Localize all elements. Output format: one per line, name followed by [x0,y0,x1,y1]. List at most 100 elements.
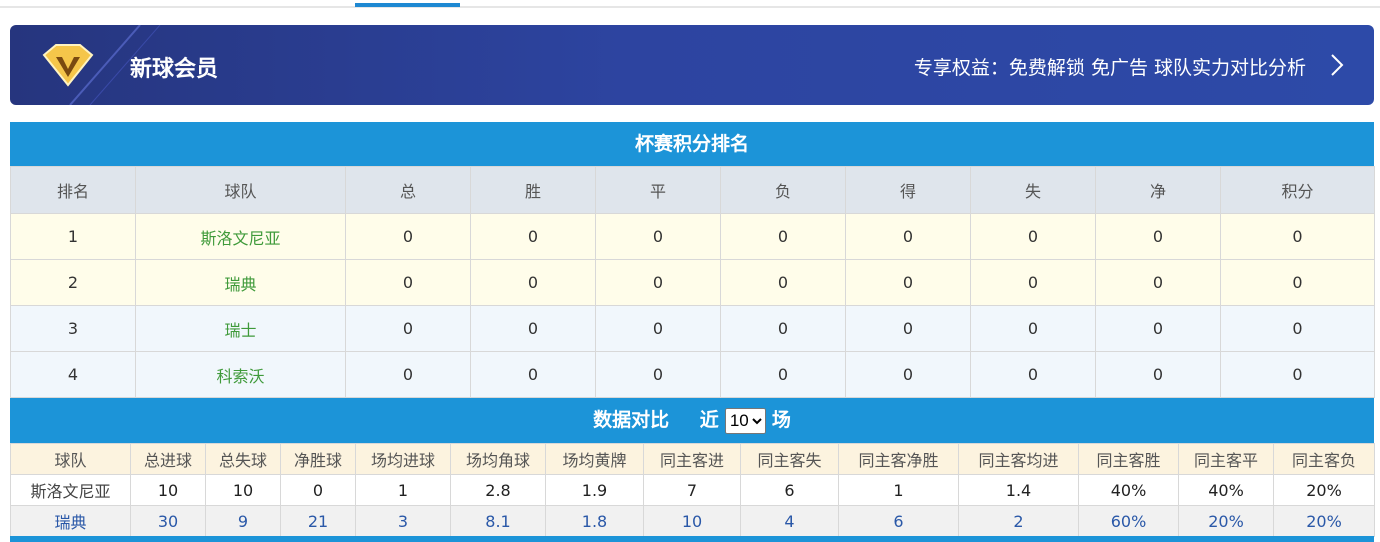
data-cell: 0 [595,259,721,306]
active-tab-indicator [355,3,460,7]
data-cell: 0 [470,259,596,306]
data-cell: 20% [1273,505,1375,537]
team-cell: 10 [130,474,206,506]
data-cell: 10 [205,474,281,506]
data-cell: 1.4 [958,474,1079,506]
header-cell: 排名 [10,166,136,214]
data-cell: 0 [720,305,846,352]
data-cell: 1 [838,474,959,506]
data-cell: 0 [345,351,471,398]
recent-label: 近 [699,409,719,431]
data-cell: 4 [740,505,839,537]
data-cell: 10 [643,505,741,537]
data-cell: 0 [1220,213,1375,260]
header-cell: 场均黄牌 [545,443,644,475]
team-cell: 斯洛文尼亚 [135,213,346,260]
data-cell: 0 [595,305,721,352]
data-cell: 20% [1178,505,1274,537]
data-cell: 0 [1220,259,1375,306]
data-cell: 1 [10,213,136,260]
data-cell: 0 [345,305,471,352]
data-cell: 20% [1273,474,1375,506]
data-cell: 0 [845,213,971,260]
header-cell: 同主客净胜 [838,443,959,475]
header-cell: 同主客负 [1273,443,1375,475]
data-cell: 0 [470,213,596,260]
data-row: 1 斯洛文尼亚 0 0 0 0 0 0 0 0 [10,213,1375,260]
team-cell: 斯洛文尼亚 [10,474,131,506]
header-row: 排名 球队总胜平负得失净积分 [10,166,1375,214]
data-row: 4 科索沃 0 0 0 0 0 0 0 0 [10,351,1375,398]
header-cell: 球队 [135,166,346,214]
data-cell: 1.8 [545,505,644,537]
team-cell: 科索沃 [135,351,346,398]
data-cell: 0 [470,305,596,352]
header-cell: 总 [345,166,471,214]
data-cell: 7 [643,474,741,506]
data-cell: 0 [1095,213,1221,260]
tab-bar-line [0,6,1380,8]
vip-banner[interactable]: 新球会员 专享权益：免费解锁 免广告 球队实力对比分析 [10,25,1374,105]
standings-table: 排名 球队总胜平负得失净积分 1 斯洛文尼亚 0 0 0 0 0 0 0 0 2 瑞典 0 0 0 0 0 0 0 0 3 瑞… [10,166,1375,398]
comparison-table: 球队 总进球 总失球 净胜球 场均进球 场均角球 场均黄牌 同主客进 同主客失 同主客净胜 同主客均… [10,443,1375,537]
data-cell: 40% [1178,474,1274,506]
header-cell: 总失球 [205,443,281,475]
data-cell: 0 [970,305,1096,352]
header-cell: 场均角球 [450,443,546,475]
data-cell: 8.1 [450,505,546,537]
recent-select[interactable]: 10 [724,407,766,434]
data-cell: 0 [970,213,1096,260]
chevron-icon [1331,54,1344,76]
data-cell: 0 [720,213,846,260]
header-row: 球队 总进球 总失球 净胜球 场均进球 场均角球 场均黄牌 同主客进 同主客失 同主客净胜 同主客均… [10,443,1375,475]
data-cell: 1 [355,474,451,506]
data-cell: 0 [845,259,971,306]
data-cell: 0 [345,213,471,260]
data-cell: 3 [10,305,136,352]
header-cell: 失 [970,166,1096,214]
data-row: 瑞典 30 9 21 3 8.1 1.8 10 4 6 2 60% 20% 20% [10,505,1375,537]
data-cell: 0 [845,305,971,352]
comparison-title: 数据对比 [593,409,670,431]
bottom-strip [10,536,1374,542]
recent-unit: 场 [771,409,791,431]
data-cell: 2 [10,259,136,306]
header-cell: 净 [1095,166,1221,214]
data-row: 2 瑞典 0 0 0 0 0 0 0 0 [10,259,1375,306]
data-cell: 0 [1220,351,1375,398]
header-cell: 同主客进 [643,443,741,475]
data-cell: 0 [720,259,846,306]
header-cell: 同主客平 [1178,443,1274,475]
header-cell: 胜 [470,166,596,214]
data-cell: 6 [838,505,959,537]
data-cell: 0 [970,259,1096,306]
header-cell: 同主客均进 [958,443,1079,475]
data-cell: 9 [205,505,281,537]
header-cell: 负 [720,166,846,214]
team-cell: 30 [130,505,206,537]
header-cell: 得 [845,166,971,214]
data-cell: 2.8 [450,474,546,506]
data-cell: 0 [720,351,846,398]
data-cell: 0 [1220,305,1375,352]
data-row: 3 瑞士 0 0 0 0 0 0 0 0 [10,305,1375,352]
team-cell: 瑞士 [135,305,346,352]
data-cell: 0 [970,351,1096,398]
data-cell: 0 [280,474,356,506]
header-cell: 净胜球 [280,443,356,475]
data-cell: 0 [595,213,721,260]
data-cell: 0 [1095,259,1221,306]
header-cell: 积分 [1220,166,1375,214]
header-cell: 同主客胜 [1078,443,1179,475]
header-cell: 同主客失 [740,443,839,475]
data-cell: 60% [1078,505,1179,537]
header-cell: 总进球 [130,443,206,475]
data-cell: 1.9 [545,474,644,506]
data-cell: 4 [10,351,136,398]
header-cell: 平 [595,166,721,214]
data-cell: 6 [740,474,839,506]
data-cell: 0 [1095,351,1221,398]
comparison-bar: 数据对比 近 10 场 [10,398,1374,443]
standings-title: 杯赛积分排名 [10,122,1374,166]
